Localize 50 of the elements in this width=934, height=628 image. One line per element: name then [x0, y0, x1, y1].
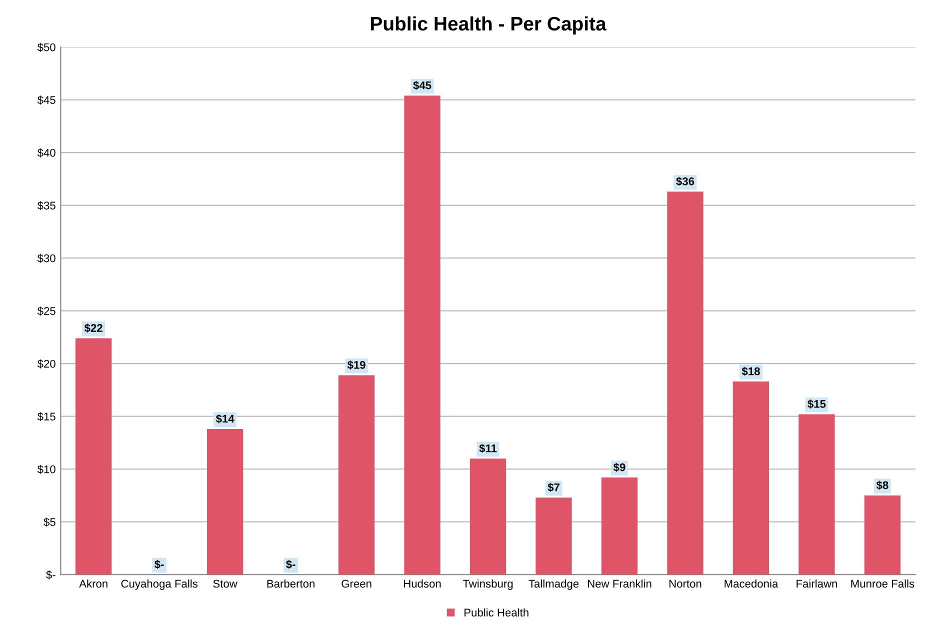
- x-tick-label: Green: [342, 580, 372, 588]
- chart-title: Public Health - Per Capita: [371, 16, 606, 34]
- x-tick-label: Cuyahoga Falls: [121, 579, 198, 590]
- data-label: $36: [676, 176, 694, 186]
- bar: [601, 478, 638, 575]
- y-tick-label: $-: [46, 570, 56, 580]
- y-tick-label: $25: [37, 306, 56, 316]
- bar: [404, 96, 440, 575]
- data-label: $8: [876, 480, 888, 490]
- y-tick-label: $10: [37, 464, 56, 474]
- data-label: $-: [286, 560, 296, 569]
- x-tick-label: Stow: [213, 580, 238, 588]
- x-tick-label: Macedonia: [724, 579, 778, 588]
- bar: [667, 192, 704, 575]
- data-label: $9: [613, 462, 626, 472]
- x-tick-label: Twinsburg: [462, 579, 513, 590]
- bar: [536, 498, 572, 575]
- x-tick-label: Hudson: [404, 579, 441, 588]
- bar: [732, 382, 770, 575]
- x-tick-label: Munroe Falls: [851, 579, 914, 588]
- y-tick-label: $35: [37, 201, 56, 210]
- bar: [206, 429, 244, 575]
- x-tick-label: Tallmadge: [528, 579, 579, 590]
- data-label: $19: [347, 360, 366, 370]
- x-tick-label: Fairlawn: [796, 579, 837, 588]
- y-tick-label: $15: [37, 412, 56, 422]
- data-label: $18: [742, 366, 760, 376]
- x-tick-label: New Franklin: [588, 579, 652, 588]
- data-label: $11: [479, 444, 497, 453]
- data-label: $14: [216, 414, 234, 424]
- data-label: $22: [84, 324, 102, 333]
- bar: [864, 495, 901, 575]
- y-tick-label: $45: [37, 96, 56, 105]
- data-label: $-: [154, 560, 164, 569]
- bar: [338, 375, 375, 575]
- data-label: $15: [808, 400, 826, 409]
- y-tick-label: $40: [37, 148, 56, 158]
- x-tick-label: Norton: [669, 580, 702, 588]
- bar: [798, 414, 835, 575]
- y-tick-label: $30: [37, 254, 56, 263]
- bar: [470, 458, 506, 575]
- x-tick-label: Barberton: [267, 579, 314, 588]
- y-tick-label: $5: [44, 518, 56, 527]
- bar: [76, 338, 112, 575]
- legend-label: Public Health: [464, 608, 528, 617]
- data-label: $7: [548, 482, 560, 492]
- y-tick-label: $20: [37, 359, 56, 368]
- y-tick-label: $50: [37, 42, 56, 52]
- x-tick-label: Akron: [79, 579, 108, 588]
- data-label: $45: [413, 80, 432, 90]
